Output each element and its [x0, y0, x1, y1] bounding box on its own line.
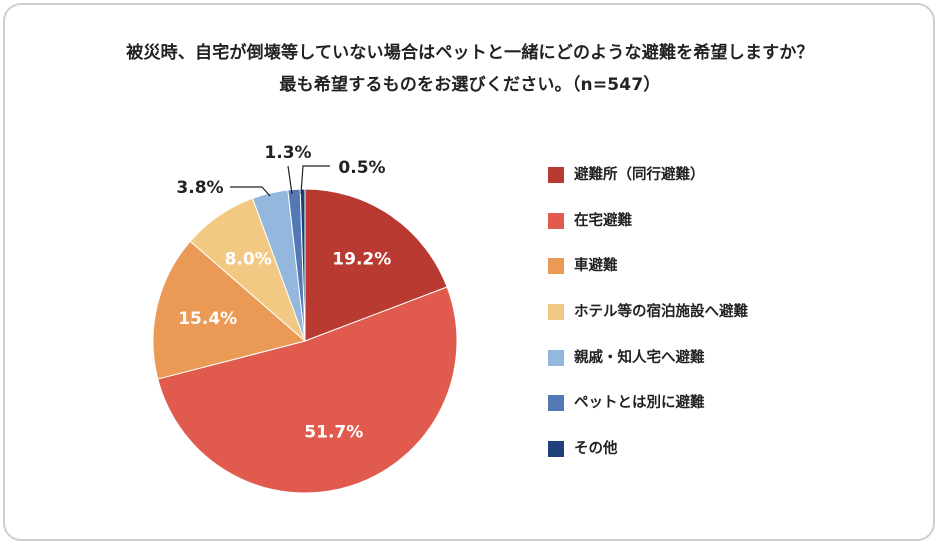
chart-title-line1: 被災時、自宅が倒壊等していない場合はペットと一緒にどのような避難を希望しますか？	[126, 43, 814, 63]
legend-label-3: ホテル等の宿泊施設へ避難	[574, 304, 748, 321]
legend-swatch-4	[548, 349, 564, 366]
legend-label-1: 在宅避難	[574, 212, 632, 229]
legend-label-4: 親戚・知人宅へ避難	[574, 349, 705, 366]
legend-label-6: その他	[574, 441, 618, 458]
legend-swatch-5	[548, 395, 564, 412]
pie-slice-1	[157, 286, 458, 494]
data-label-5: 1.3%	[264, 143, 311, 163]
legend-swatch-0	[548, 167, 564, 183]
data-label-4: 3.8%	[176, 178, 223, 198]
leader-line-6	[300, 165, 330, 195]
leader-line-4	[230, 186, 271, 197]
legend-item-2: 車避難	[548, 251, 748, 297]
chart-legend: 避難所（同行避難） 在宅避難車避難ホテル等の宿泊施設へ避難 親戚・知人宅へ避難 ペット…	[548, 160, 748, 480]
legend-item-1: 在宅避難	[548, 206, 748, 252]
pie-slice-0	[304, 188, 448, 342]
legend-item-4: 親戚・知人宅へ避難	[548, 343, 748, 389]
legend-item-5: ペットとは別に避難	[548, 388, 748, 434]
leader-line-5	[287, 165, 293, 195]
legend-swatch-6	[548, 441, 564, 458]
legend-item-0: 避難所（同行避難）	[548, 160, 748, 206]
chart-frame	[3, 3, 935, 541]
data-label-0: 19.2%	[332, 250, 391, 270]
legend-swatch-3	[548, 304, 564, 321]
legend-swatch-1	[548, 212, 564, 229]
data-label-1: 51.7%	[304, 423, 363, 443]
legend-item-3: ホテル等の宿泊施設へ避難	[548, 297, 748, 343]
legend-label-5: ペットとは別に避難	[574, 395, 705, 412]
legend-item-6: その他	[548, 434, 748, 480]
data-label-6: 0.5%	[338, 158, 385, 178]
legend-label-0: 避難所（同行避難）	[574, 167, 705, 183]
legend-label-2: 車避難	[574, 258, 618, 275]
data-label-3: 8.0%	[225, 250, 272, 270]
legend-swatch-2	[548, 258, 564, 275]
pie-slice-2	[152, 240, 307, 380]
pie-slice-6	[299, 188, 306, 342]
data-label-2: 15.4%	[178, 309, 237, 329]
chart-title-line2: 最も希望するものをお選びください。（n=547）	[279, 75, 661, 95]
